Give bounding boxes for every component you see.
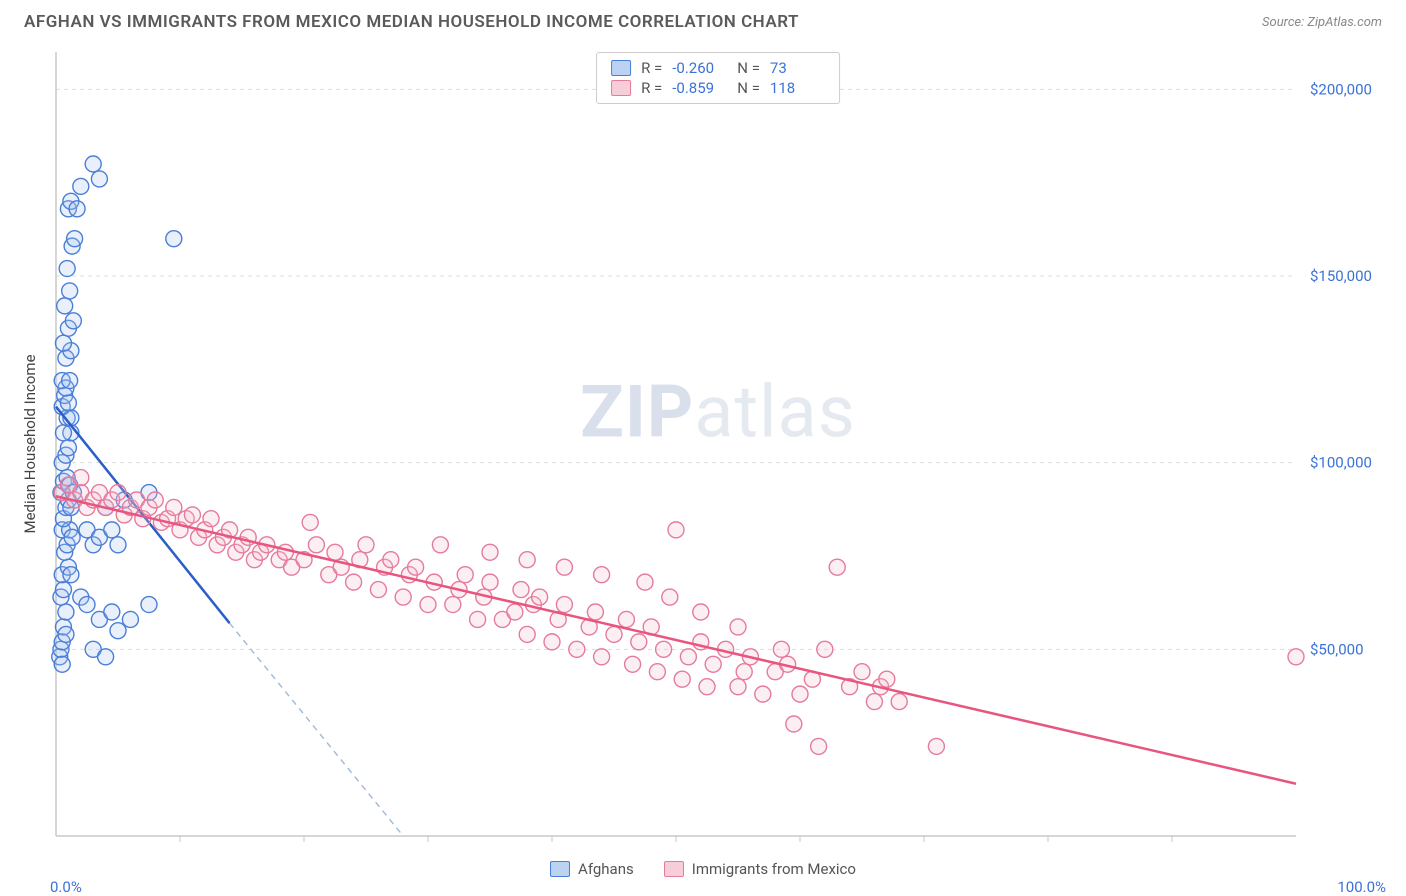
- svg-text:$50,000: $50,000: [1310, 640, 1364, 658]
- y-axis-label: Median Household Income: [21, 354, 39, 533]
- legend-item-mexico: Immigrants from Mexico: [664, 860, 856, 878]
- swatch-afghans-icon: [550, 861, 570, 877]
- chart-title: AFGHAN VS IMMIGRANTS FROM MEXICO MEDIAN …: [24, 12, 799, 32]
- svg-text:$150,000: $150,000: [1310, 267, 1372, 285]
- scatter-plot: $50,000 $100,000 $150,000 $200,000: [50, 46, 1386, 842]
- series-legend: Afghans Immigrants from Mexico: [0, 860, 1406, 878]
- svg-text:$200,000: $200,000: [1310, 80, 1372, 98]
- legend-item-afghans: Afghans: [550, 860, 634, 878]
- swatch-mexico: [611, 80, 631, 96]
- swatch-afghans: [611, 60, 631, 76]
- chart-area: Median Household Income $50,000$100,000$…: [50, 46, 1386, 842]
- correlation-row-mexico: R = -0.859 N = 118: [611, 78, 825, 98]
- swatch-mexico-icon: [664, 861, 684, 877]
- source-attribution: Source: ZipAtlas.com: [1262, 15, 1382, 30]
- svg-text:$100,000: $100,000: [1310, 454, 1372, 472]
- correlation-legend-box: R = -0.260 N = 73 R = -0.859 N = 118: [596, 52, 840, 104]
- x-max-label: 100.0%: [1337, 878, 1386, 896]
- x-min-label: 0.0%: [50, 878, 82, 896]
- correlation-row-afghans: R = -0.260 N = 73: [611, 58, 825, 78]
